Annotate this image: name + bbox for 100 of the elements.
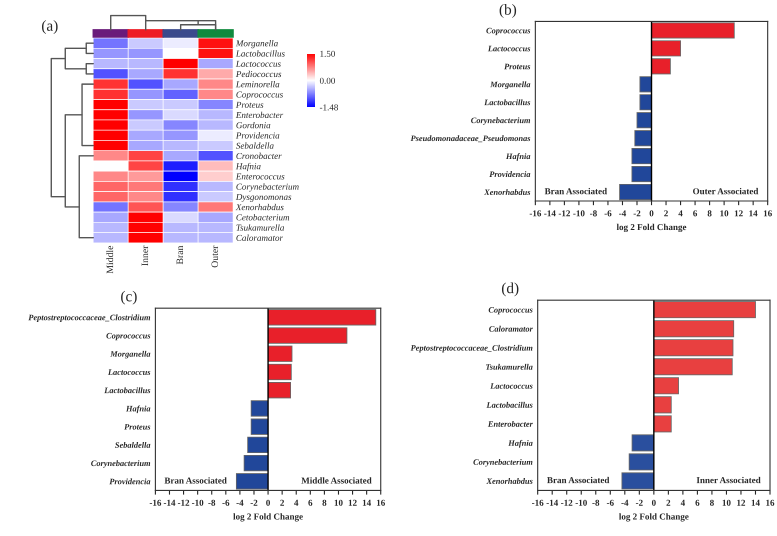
x-tick-label: 8 [708, 210, 712, 216]
y-tick-label: Cronobacter [236, 152, 282, 160]
x-tick-label: -6 [604, 210, 612, 216]
bar [268, 309, 376, 326]
y-tick-label: Sebaldella [115, 442, 150, 448]
y-tick-label: Xenorhabdus [484, 189, 530, 196]
y-tick-label: Lactobacillus [104, 387, 150, 394]
bar [653, 301, 756, 318]
y-tick-label: Proteus [504, 64, 530, 70]
y-tick-label: Morganella [110, 350, 150, 358]
y-tick-label: Dysgonomonas [236, 194, 292, 202]
y-tick-label: Lactobacillus [486, 402, 533, 408]
annotation: Outer Associated [693, 188, 758, 194]
color-bar-label: 1.50 [320, 50, 335, 57]
y-tick-label: Gordonia [236, 122, 270, 128]
annotation: Bran Associated [544, 188, 607, 194]
x-tick-label: Bran [176, 246, 184, 264]
bar [268, 364, 292, 380]
x-tick-label: -12 [561, 500, 572, 506]
bar [653, 415, 672, 432]
y-tick-label: Hafnia [126, 406, 150, 414]
bar [250, 400, 268, 417]
y-tick-label: Corynebacterium [473, 459, 532, 467]
chart-title: (d) [502, 282, 518, 296]
bar [651, 58, 671, 74]
x-tick-label: 4 [294, 500, 298, 506]
bar [621, 472, 654, 490]
y-tick-label: Lactococcus [108, 369, 150, 375]
x-tick-label: 4 [680, 500, 685, 506]
x-axis-title: log 2 Fold Change [616, 224, 686, 232]
y-tick-label: Hafnia [508, 440, 533, 448]
x-tick-label: -10 [192, 500, 204, 506]
y-tick-label: Enterobacter [488, 420, 533, 427]
x-tick-label: -6 [606, 500, 614, 506]
x-axis-title: log 2 Fold Change [233, 513, 303, 522]
y-tick-label: Xenorhabdus [236, 204, 284, 210]
x-tick-label: 14 [362, 500, 371, 506]
x-tick-label: 6 [695, 500, 700, 506]
x-tick-label: 16 [376, 500, 385, 506]
x-tick-label: -2 [250, 500, 258, 506]
bar [619, 184, 652, 200]
x-tick-label: -10 [573, 210, 585, 216]
x-tick-label: -4 [621, 500, 628, 506]
y-tick-label: Proteus [124, 424, 150, 430]
x-tick-label: 12 [734, 210, 743, 216]
x-tick-label: 14 [749, 210, 758, 216]
y-tick-label: Sebaldella [236, 142, 274, 149]
bar [634, 130, 652, 146]
x-tick-label: Outer [212, 246, 218, 268]
y-tick-label: Cetobacterium [236, 214, 290, 220]
x-tick-label: 10 [334, 500, 343, 506]
y-tick-label: Enterobacter [236, 112, 284, 118]
x-tick-label: 10 [722, 500, 731, 506]
x-tick-label: 16 [764, 210, 772, 216]
y-tick-label: Peptostreptococcaceae_Clostridium [410, 344, 532, 352]
bar [268, 382, 292, 398]
y-tick-label: Enterococcus [236, 173, 284, 180]
x-tick-label: 8 [710, 500, 714, 506]
y-tick-label: Coprococcus [486, 28, 530, 36]
y-tick-label: Morganella [236, 40, 278, 48]
chart-title: (b) [500, 4, 516, 18]
y-tick-label: Providencia [109, 478, 150, 484]
y-tick-label: Corynebacterium [236, 183, 299, 192]
y-tick-label: Corynebacterium [91, 460, 150, 468]
bar [651, 22, 735, 38]
x-axis-title: log 2 Fold Change [619, 513, 689, 522]
x-tick-label: 12 [348, 500, 357, 506]
x-tick-label: -2 [634, 210, 640, 216]
y-tick-label: Peptostreptococcaceae_Clostridium [28, 314, 150, 322]
x-tick-label: -16 [532, 500, 544, 506]
x-tick-label: -8 [208, 500, 216, 506]
x-tick-label: 4 [678, 210, 683, 216]
x-tick-label: 10 [720, 210, 728, 216]
chart-title: (a) [42, 20, 58, 34]
y-tick-label: Pediococcus [236, 70, 282, 78]
y-tick-label: Leminorella [236, 80, 280, 88]
x-tick-label: -16 [530, 210, 542, 216]
x-tick-label: -12 [178, 500, 190, 506]
y-tick-label: Tsukamurella [486, 364, 533, 370]
bar [653, 396, 672, 414]
x-tick-label: 2 [666, 500, 670, 506]
y-tick-label: Providencia [236, 132, 280, 139]
annotation: Inner Associated [696, 476, 761, 484]
x-tick-label: -12 [558, 210, 570, 216]
x-tick-label: 2 [280, 500, 284, 506]
bar [632, 434, 654, 452]
y-tick-label: Pseudomonadaceae_Pseudomonas [410, 135, 530, 142]
bar [653, 377, 679, 394]
y-tick-label: Hafnia [506, 153, 530, 161]
color-bar-label: 0.00 [320, 78, 335, 84]
x-tick-label: 6 [693, 210, 698, 216]
x-tick-label: 16 [766, 500, 774, 506]
x-tick-label: -6 [222, 500, 230, 506]
x-tick-label: 14 [752, 500, 760, 506]
x-tick-label: -10 [576, 500, 587, 506]
bar [631, 148, 652, 164]
x-tick-label: 0 [266, 500, 270, 506]
annotation: Middle Associated [301, 477, 372, 484]
y-tick-label: Corynebacterium [471, 117, 530, 125]
y-tick-label: Lactobacillus [236, 50, 285, 57]
